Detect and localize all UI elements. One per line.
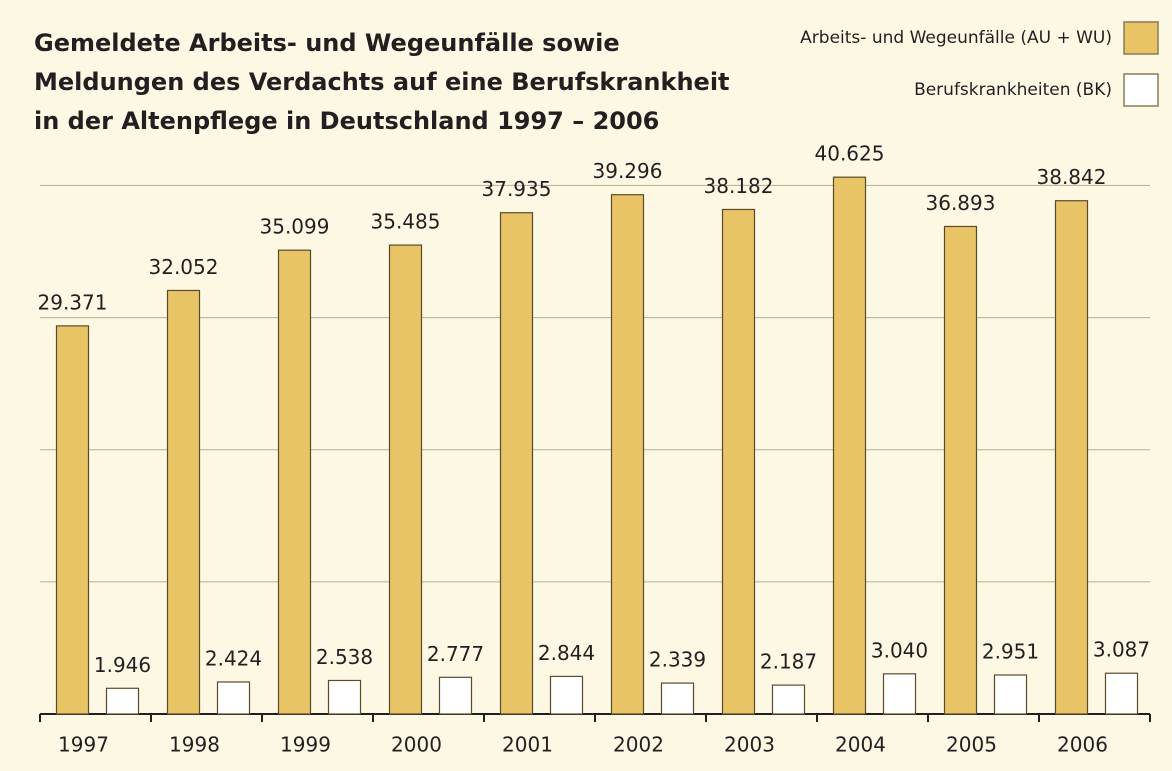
bar [499, 212, 534, 715]
x-tick-label: 2004 [835, 733, 886, 757]
bar [327, 679, 362, 715]
data-label: 39.296 [593, 159, 663, 183]
bar [1104, 672, 1139, 715]
legend-label: Berufskrankheiten (BK) [914, 80, 1112, 100]
bar [438, 676, 473, 715]
data-label: 3.040 [871, 638, 928, 662]
bar [277, 249, 312, 715]
x-tick-label: 1999 [280, 733, 331, 757]
bar [832, 176, 867, 715]
data-label: 35.485 [371, 210, 441, 234]
bar [882, 673, 917, 715]
bar [388, 244, 423, 715]
bar [943, 225, 978, 715]
chart-title: Gemeldete Arbeits- und Wegeunfälle sowie [34, 29, 620, 57]
data-label: 38.842 [1037, 165, 1107, 189]
bar [105, 687, 140, 715]
data-label: 2.777 [427, 642, 484, 666]
bar [610, 194, 645, 715]
x-tick-label: 1998 [169, 733, 220, 757]
data-label: 2.339 [649, 648, 706, 672]
data-label: 36.893 [926, 191, 996, 215]
data-label: 37.935 [482, 177, 552, 201]
x-tick-label: 2002 [613, 733, 664, 757]
x-tick-label: 2001 [502, 733, 553, 757]
data-label: 3.087 [1093, 638, 1150, 662]
data-label: 1.946 [94, 653, 151, 677]
bar [771, 684, 806, 715]
bar [1054, 200, 1089, 715]
bar [660, 682, 695, 715]
data-label: 2.424 [205, 646, 262, 670]
x-tick-label: 2000 [391, 733, 442, 757]
bar [216, 681, 251, 715]
chart-title: in der Altenpflege in Deutschland 1997 –… [34, 107, 659, 135]
bar [166, 289, 201, 715]
x-tick-label: 1997 [58, 733, 109, 757]
bar [993, 674, 1028, 715]
data-label: 32.052 [149, 255, 219, 279]
legend-swatch [1123, 21, 1159, 55]
legend-label: Arbeits- und Wegeunfälle (AU + WU) [800, 28, 1112, 48]
data-label: 2.187 [760, 650, 817, 674]
data-label: 29.371 [38, 290, 108, 314]
x-tick-label: 2003 [724, 733, 775, 757]
x-tick-label: 2005 [946, 733, 997, 757]
data-label: 40.625 [815, 142, 885, 166]
data-label: 2.538 [316, 645, 373, 669]
data-label: 38.182 [704, 174, 774, 198]
data-label: 2.844 [538, 641, 595, 665]
bar [55, 325, 90, 715]
chart-title: Meldungen des Verdachts auf eine Berufsk… [34, 68, 730, 96]
bar [721, 208, 756, 715]
x-tick-label: 2006 [1057, 733, 1108, 757]
bar [549, 675, 584, 715]
data-label: 35.099 [260, 215, 330, 239]
data-label: 2.951 [982, 640, 1039, 664]
legend-swatch [1123, 73, 1159, 107]
